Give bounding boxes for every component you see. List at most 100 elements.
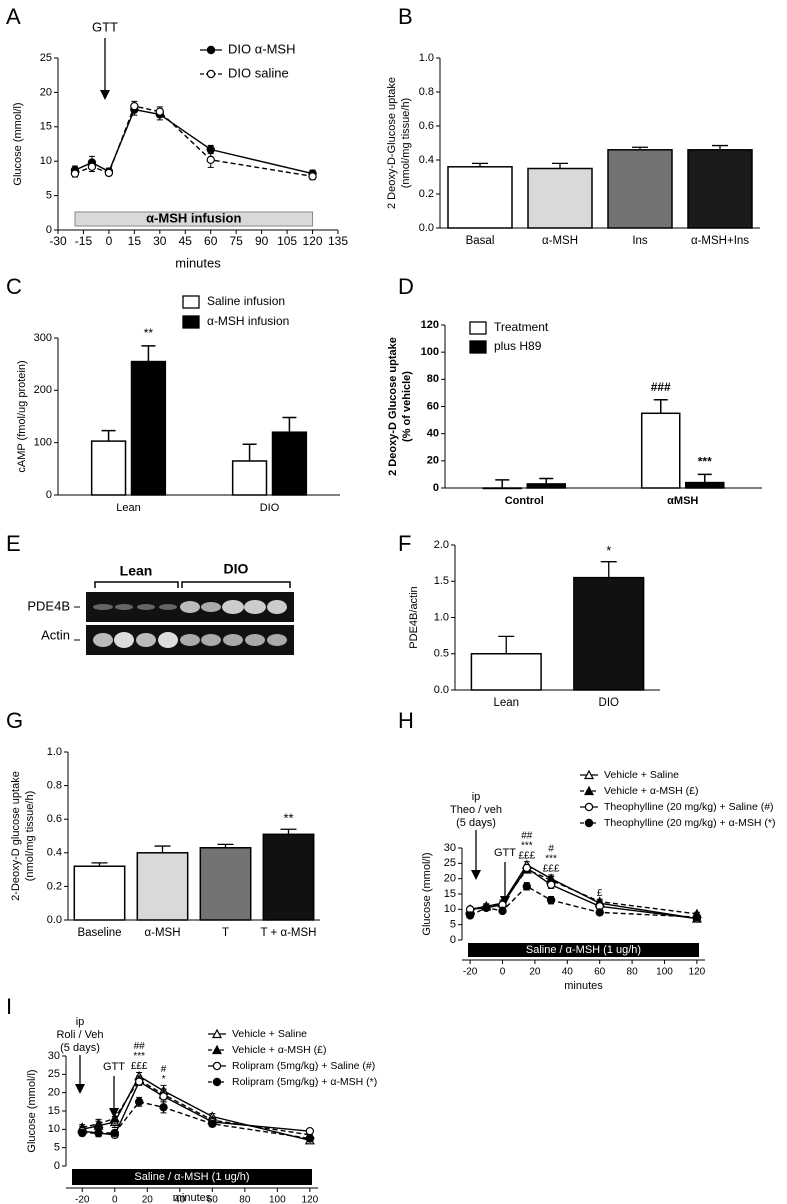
x-tick-label: 0 [500, 967, 506, 978]
y-tick-label: 5 [450, 919, 456, 931]
bar [262, 833, 315, 921]
x-tick-label: 100 [656, 967, 673, 978]
y-tick-label: 60 [427, 400, 439, 412]
x-tick-label: 60 [207, 1195, 219, 1204]
x-tick-label: 80 [239, 1195, 251, 1204]
panel-letter: F [398, 531, 411, 556]
error-bar [539, 477, 554, 484]
y-tick-label: 200 [34, 384, 52, 396]
y-tick-label: 0.8 [419, 86, 434, 98]
marker [109, 1113, 120, 1123]
x-tick-label: 15 [128, 234, 142, 248]
error-bar [101, 429, 116, 442]
x-tick-label: DIO [260, 502, 280, 514]
marker [498, 906, 507, 916]
marker [159, 1092, 168, 1101]
bar [685, 481, 725, 489]
marker [305, 1134, 315, 1143]
marker [110, 1128, 119, 1138]
significance: *** [133, 1051, 145, 1062]
panel-letter: H [398, 708, 414, 733]
annotation: Roli / Veh [56, 1029, 103, 1041]
legend-swatch [469, 340, 487, 354]
x-tick-label: Control [505, 495, 544, 507]
bar [90, 440, 127, 496]
y-tick-label: 25 [48, 1068, 60, 1080]
x-tick-label: 100 [269, 1195, 286, 1204]
legend-label: Treatment [494, 320, 549, 334]
marker [482, 903, 491, 913]
y-tick-label: 0 [450, 934, 456, 946]
marker [159, 1103, 168, 1112]
significance: *** [698, 455, 712, 469]
x-tick-label: 135 [328, 234, 348, 248]
y-tick-label: 0 [46, 489, 52, 501]
x-tick-label: 90 [255, 234, 269, 248]
row-label: PDE4B [27, 598, 70, 613]
bar [130, 360, 167, 496]
legend-marker [212, 1061, 222, 1071]
significance: *** [521, 840, 533, 851]
legend-label: Rolipram (5mg/kg) + α-MSH (*) [232, 1076, 377, 1088]
x-tick-label: Lean [493, 697, 519, 709]
bar [607, 149, 673, 229]
arrow-head [100, 90, 110, 100]
y-tick-label: 20 [48, 1087, 60, 1099]
marker [155, 107, 165, 116]
band-label: α-MSH infusion [146, 210, 241, 225]
y-tick-label: 0.4 [419, 154, 434, 166]
arrow-head [75, 1084, 85, 1094]
y-tick-label: 15 [40, 121, 52, 133]
annotation: (5 days) [456, 817, 496, 829]
legend-label: DIO saline [228, 65, 289, 80]
x-tick-label: 80 [627, 967, 639, 978]
bar [271, 431, 308, 496]
significance: ** [144, 326, 154, 340]
y-tick-label: 15 [444, 888, 456, 900]
marker [546, 880, 556, 890]
y-tick-label: 0.2 [419, 188, 434, 200]
legend-marker [212, 1077, 222, 1087]
y-tick-label: 0.0 [419, 222, 434, 234]
y-tick-label: 100 [421, 346, 439, 358]
group-label: DIO [224, 561, 249, 577]
y-axis-label: cAMP (fmol/ug protein) [16, 360, 28, 472]
y-tick-label: 25 [40, 52, 52, 64]
error-bar [282, 416, 297, 433]
x-tick-label: T + α-MSH [261, 927, 317, 939]
legend-label: Vehicle + Saline [232, 1028, 307, 1040]
bar [687, 149, 753, 229]
significance: ### [651, 380, 671, 394]
significance: £££ [518, 850, 535, 861]
y-axis-label: 2 Deoxy-D Glucose uptake [387, 337, 399, 476]
marker [522, 882, 532, 891]
row-label: Actin [41, 627, 70, 642]
y-axis-label: Glucose (mmol/l) [421, 852, 433, 935]
x-tick-label: α-MSH [542, 235, 578, 247]
y-axis-label: Glucose (mmol/l) [12, 102, 24, 185]
y-tick-label: 20 [427, 455, 439, 467]
panel-letter: E [6, 531, 21, 556]
x-tick-label: Basal [466, 235, 495, 247]
legend-marker [584, 769, 594, 780]
annotation: GTT [92, 19, 118, 34]
y-tick-label: 10 [40, 155, 52, 167]
marker [78, 1128, 87, 1138]
y-tick-label: 40 [427, 428, 439, 440]
x-tick-label: α-MSH+Ins [691, 235, 749, 247]
band-label: Saline / α-MSH (1 ug/h) [134, 1171, 249, 1183]
legend-marker [584, 785, 594, 796]
series-line [74, 108, 313, 175]
bar [527, 167, 593, 229]
x-tick-label: 40 [562, 967, 574, 978]
x-tick-label: 20 [529, 967, 541, 978]
legend-label: Theophylline (20 mg/kg) + Saline (#) [604, 801, 774, 813]
x-tick-label: 45 [179, 234, 193, 248]
arrow-head [471, 870, 481, 880]
x-tick-label: 105 [277, 234, 297, 248]
infusion-band [468, 943, 699, 957]
y-tick-label: 15 [48, 1105, 60, 1117]
group-bracket [94, 581, 291, 588]
y-tick-label: 0 [46, 224, 52, 236]
y-tick-label: 0.0 [434, 684, 449, 696]
